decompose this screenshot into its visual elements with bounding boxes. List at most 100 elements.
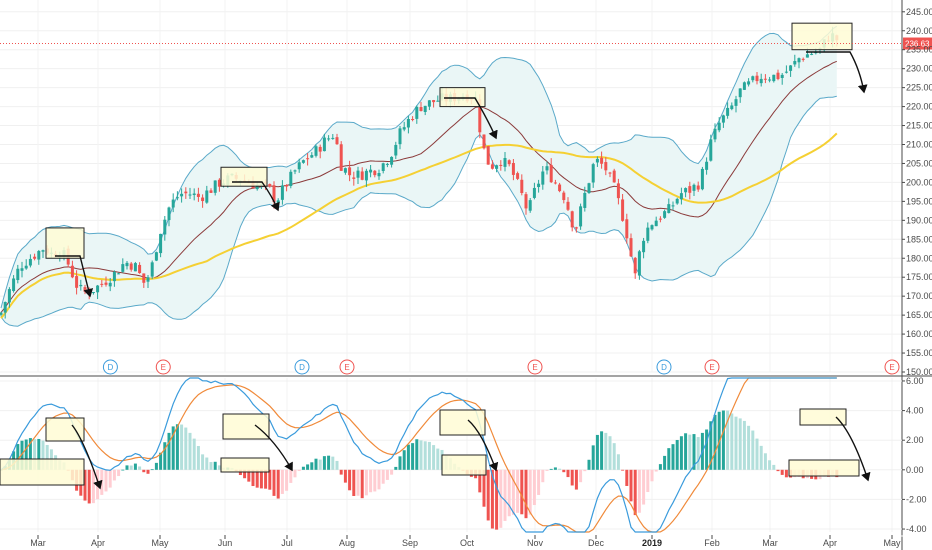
candle-body — [507, 160, 511, 165]
candle-body — [272, 185, 276, 203]
candle-body — [717, 122, 721, 131]
candle-body — [184, 191, 188, 194]
candle-body — [327, 138, 331, 140]
candle-body — [658, 218, 662, 220]
event-marker-label: E — [709, 363, 714, 372]
candle-body — [755, 75, 759, 82]
macd-histogram-bar — [667, 448, 671, 470]
candle-body — [646, 227, 650, 241]
macd-histogram-bar — [642, 469, 646, 505]
x-tick-label: Jun — [218, 538, 233, 548]
macd-histogram-bar — [247, 469, 251, 482]
macd-histogram-bar — [516, 469, 520, 513]
macd-highlight-box — [788, 459, 860, 477]
bollinger-fill — [1, 26, 837, 327]
macd-histogram-bar — [369, 469, 373, 493]
macd-histogram-bar — [759, 445, 763, 470]
macd-histogram-bar — [528, 469, 532, 515]
macd-histogram-bar — [268, 469, 272, 490]
macd-histogram-bar — [390, 469, 394, 475]
candle-body — [616, 183, 620, 199]
macd-histogram-bar — [108, 469, 112, 488]
bollinger-bands — [0, 25, 838, 327]
time-axis[interactable]: Mar Apr May Jun Jul Aug Sep Oct Nov Dec 2019 Feb Mar… — [0, 535, 932, 548]
candle-body — [642, 240, 646, 253]
candle-body — [516, 173, 520, 179]
macd-histogram-bar — [175, 424, 179, 470]
macd-histogram-bar — [196, 446, 200, 470]
candle-body — [167, 207, 171, 221]
candle-body — [759, 78, 763, 84]
macd-histogram-bar — [150, 469, 154, 471]
macd-histogram-bar — [314, 458, 318, 470]
price-tick-label: 240.00 — [906, 26, 932, 36]
macd-histogram-bar — [285, 469, 289, 491]
macd-histogram-bar — [385, 469, 389, 480]
macd-histogram-bar — [604, 432, 608, 470]
candle-body — [41, 250, 45, 252]
macd-histogram-bar — [423, 441, 427, 470]
macd-histogram-bar — [721, 410, 725, 470]
x-tick-label: Apr — [91, 538, 105, 548]
candle-body — [117, 273, 121, 275]
event-marker-label: E — [889, 363, 894, 372]
macd-histogram-bar — [679, 436, 683, 470]
ma-slow-line — [0, 132, 838, 319]
candle-body — [562, 192, 566, 201]
candle-body — [171, 199, 175, 208]
macd-histogram-bar — [486, 469, 490, 521]
macd-histogram-bar — [251, 469, 255, 487]
macd-histogram-bar — [499, 469, 503, 528]
macd-histogram-bar — [482, 469, 486, 507]
last-price-label: 236.63 — [905, 40, 930, 49]
candle-body — [721, 115, 725, 123]
candle-body — [574, 227, 578, 229]
macd-histogram-bar — [373, 469, 377, 492]
price-y-axis[interactable]: 245.00 240.00 235.00 230.00 225.00 220.00 215.… — [901, 0, 932, 550]
x-tick-label: Mar — [762, 538, 778, 548]
candle-body — [671, 205, 675, 207]
macd-histogram-bar — [335, 460, 339, 470]
candle-body — [738, 88, 742, 98]
macd-histogram-bar — [692, 434, 696, 470]
macd-histogram-bar — [747, 425, 751, 470]
candle-body — [91, 292, 95, 294]
macd-histogram-bar — [356, 469, 360, 496]
macd-histogram-bar — [587, 459, 591, 470]
macd-histogram-bar — [327, 455, 331, 470]
macd-y-axis[interactable]: 6.00 4.00 2.00 0.00 -2.00 -4.00 — [902, 376, 927, 534]
macd-histogram-bar — [318, 459, 322, 470]
macd-tick-label: -2.00 — [906, 494, 927, 504]
candle-body — [188, 194, 192, 196]
macd-histogram-bar — [608, 436, 612, 470]
candle-body — [180, 193, 184, 197]
macd-histogram-bar — [675, 439, 679, 470]
candle-body — [175, 197, 179, 199]
macd-histogram-bar — [201, 454, 205, 470]
highlight-box — [439, 87, 486, 108]
candle-body — [96, 285, 100, 293]
macd-histogram-bar — [310, 462, 314, 470]
candle-body — [747, 81, 751, 85]
macd-histogram-bar — [167, 432, 171, 470]
candle-body — [301, 160, 305, 163]
price-tick-label: 175.00 — [906, 272, 932, 282]
macd-histogram-bar — [411, 443, 415, 470]
candle-body — [280, 185, 284, 200]
candle-body — [146, 277, 150, 282]
macd-histogram-bar — [574, 469, 578, 490]
candle-body — [33, 256, 37, 259]
macd-histogram-bar — [621, 469, 625, 471]
macd-histogram-bar — [570, 469, 574, 486]
candle-body — [595, 158, 599, 163]
candle-body — [381, 163, 385, 171]
candle-body — [520, 179, 524, 194]
candle-body — [637, 251, 641, 276]
macd-histogram-bar — [633, 469, 637, 516]
candle-body — [587, 183, 591, 194]
price-tick-label: 150.00 — [906, 367, 932, 377]
last-price-line: 236.63 — [0, 37, 932, 50]
macd-histogram-bar — [520, 469, 524, 515]
candle-body — [432, 100, 436, 103]
